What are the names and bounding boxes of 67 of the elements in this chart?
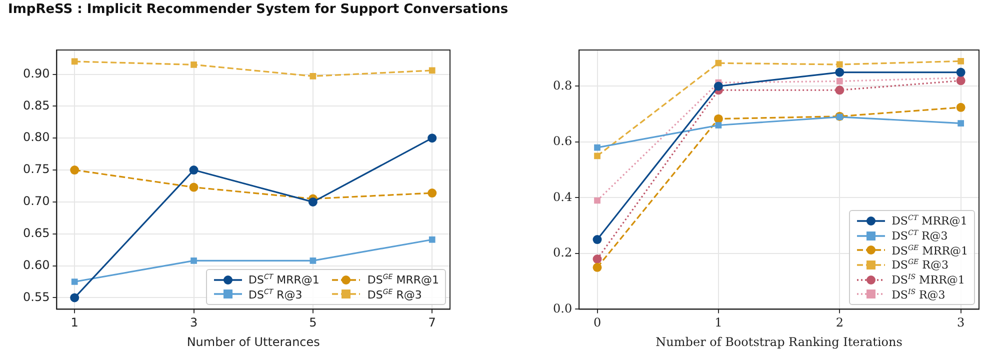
point bbox=[592, 235, 602, 244]
point bbox=[594, 197, 600, 204]
y-tick-label: 0.8 bbox=[552, 78, 572, 92]
point bbox=[956, 102, 966, 112]
x-axis-title: Number of Utterances bbox=[186, 334, 320, 349]
point bbox=[428, 236, 436, 243]
legend-label: DS$^{IS}$ R@3 bbox=[892, 288, 946, 302]
point bbox=[835, 68, 844, 77]
y-tick-label: 0.55 bbox=[23, 290, 50, 304]
point bbox=[428, 67, 436, 74]
legend-label: DS$^{GE}$ MRR@1 bbox=[892, 244, 968, 258]
y-tick-label: 0.70 bbox=[23, 194, 50, 208]
y-tick-label: 0.6 bbox=[552, 134, 572, 148]
x-tick-label: 1 bbox=[70, 316, 78, 330]
point bbox=[956, 76, 966, 86]
point bbox=[70, 293, 80, 302]
x-tick-label: 3 bbox=[190, 316, 198, 330]
y-tick-label: 0.85 bbox=[23, 98, 50, 112]
y-tick-label: 0.75 bbox=[23, 162, 50, 176]
legend-label: DS$^{CT}$ R@3 bbox=[248, 288, 302, 302]
point bbox=[958, 58, 964, 64]
legend-label: DS$^{CT}$ MRR@1 bbox=[892, 214, 968, 228]
point bbox=[958, 120, 964, 126]
legend-label: DS$^{GE}$ R@3 bbox=[892, 258, 948, 272]
x-tick-label: 7 bbox=[428, 316, 436, 330]
point bbox=[835, 86, 844, 95]
x-tick-label: 0 bbox=[593, 316, 602, 330]
chart-title: ImpReSS : Implicit Recommender System for Support Conversations bbox=[8, 2, 508, 17]
point bbox=[310, 72, 316, 80]
point bbox=[592, 254, 602, 264]
y-tick-label: 0.65 bbox=[23, 226, 50, 240]
x-tick-label: 3 bbox=[957, 316, 965, 330]
legend-label: DS$^{CT}$ R@3 bbox=[892, 228, 948, 243]
point bbox=[836, 78, 843, 84]
legend-label: DS$^{GE}$ MRR@1 bbox=[367, 272, 439, 287]
y-tick-label: 0.0 bbox=[552, 301, 572, 316]
y-tick-label: 0.90 bbox=[23, 66, 50, 80]
y-tick-label: 0.60 bbox=[23, 258, 50, 272]
y-tick-label: 0.80 bbox=[23, 130, 50, 144]
point bbox=[956, 68, 966, 77]
point bbox=[308, 197, 318, 206]
point bbox=[715, 122, 722, 128]
point bbox=[428, 188, 437, 198]
legend-label: DS$^{IS}$ MRR@1 bbox=[892, 272, 965, 287]
x-axis-title: Number of Bootstrap Ranking Iterations bbox=[656, 334, 902, 349]
x-tick-label: 2 bbox=[836, 316, 844, 330]
point bbox=[189, 182, 198, 192]
legend-label: DS$^{GE}$ R@3 bbox=[367, 288, 422, 302]
x-tick-label: 5 bbox=[309, 316, 317, 330]
y-tick-label: 0.2 bbox=[552, 246, 572, 260]
point bbox=[189, 166, 198, 175]
point bbox=[592, 262, 602, 272]
point bbox=[715, 60, 722, 66]
point bbox=[428, 134, 437, 143]
point bbox=[190, 258, 197, 264]
x-tick-label: 1 bbox=[714, 316, 722, 330]
point bbox=[70, 166, 80, 175]
point bbox=[836, 61, 843, 68]
point bbox=[71, 58, 78, 65]
point bbox=[594, 152, 600, 160]
point bbox=[190, 62, 197, 68]
point bbox=[714, 82, 723, 91]
point bbox=[594, 144, 600, 151]
point bbox=[310, 258, 316, 264]
legend-label: DS$^{CT}$ MRR@1 bbox=[248, 272, 320, 287]
y-tick-label: 0.4 bbox=[552, 190, 572, 204]
point bbox=[71, 278, 78, 285]
